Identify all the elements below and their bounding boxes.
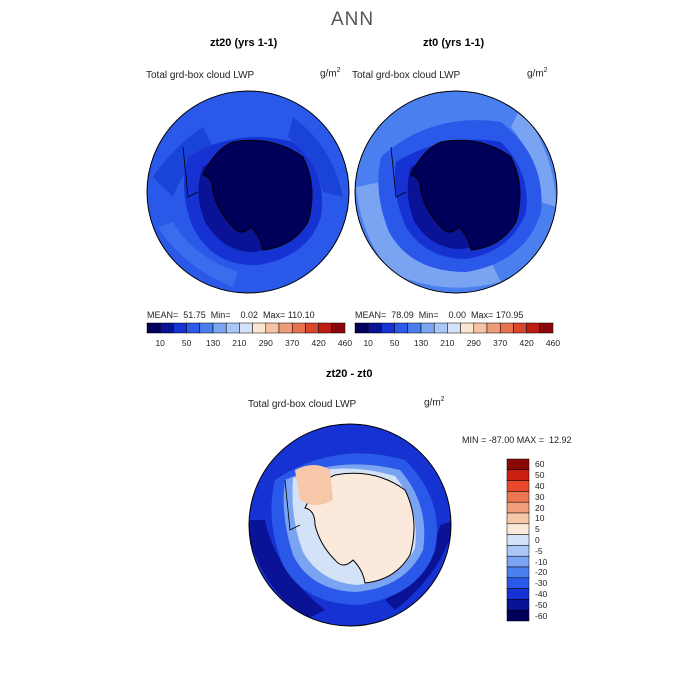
stats-zt20: MEAN= 51.75 Min= 0.02 Max= 110.10 (147, 310, 315, 320)
colorbar-swatch (499, 322, 514, 334)
colorbar-swatch (199, 322, 214, 334)
colorbar-tick-label: 50 (181, 338, 192, 348)
colorbar-swatch (506, 469, 530, 481)
colorbar-swatch (473, 322, 488, 334)
panel-title-diff: zt20 - zt0 (326, 368, 373, 380)
colorbar-swatch (354, 322, 369, 334)
colorbar-swatch (407, 322, 422, 334)
colorbar-tick-label: 10 (363, 338, 373, 348)
map-zt20 (146, 90, 350, 294)
main-title: ANN (331, 9, 375, 30)
colorbar-zt20 (146, 322, 346, 334)
colorbar-swatch (159, 322, 174, 334)
colorbar-tick-label: -60 (535, 610, 548, 621)
colorbar-zt0 (354, 322, 554, 334)
colorbar-swatch (239, 322, 253, 334)
colorbar-swatch (367, 322, 382, 334)
colorbar-tick-label: 420 (311, 338, 326, 348)
colorbar-tick-label: 50 (389, 338, 400, 348)
colorbar-swatch (381, 322, 395, 334)
colorbar-swatch (265, 322, 280, 334)
colorbar-tick-label: -50 (535, 599, 548, 610)
stats-diff: MIN = -87.00 MAX = 12.92 (462, 435, 572, 445)
colorbar-swatch (506, 501, 530, 514)
variable-label-zt20: Total grd-box cloud LWP (146, 70, 255, 81)
colorbar-swatch (186, 322, 201, 334)
stats-zt0: MEAN= 78.09 Min= 0.00 Max= 170.95 (355, 310, 524, 320)
colorbar-tick-label: 210 (232, 338, 247, 348)
colorbar-tick-label: 460 (337, 338, 353, 348)
colorbar-swatch (433, 322, 448, 334)
colorbar-tick-label: -10 (535, 556, 548, 567)
colorbar-tick-label: 370 (493, 338, 508, 348)
colorbar-swatch (506, 588, 530, 600)
colorbar-swatch (506, 523, 530, 535)
colorbar-swatch (513, 322, 527, 334)
unit-label-diff: g/m2 (424, 396, 445, 409)
colorbar-labels-diff: 60 50 40 30 20 10 5 0 -5 -10 -20 -30 -40 -50 -60 (535, 459, 565, 621)
colorbar-tick-label: -20 (535, 567, 548, 578)
colorbar-swatch (146, 322, 161, 334)
map-zt0 (354, 90, 558, 294)
colorbar-swatch (420, 322, 435, 334)
colorbar-swatch (539, 322, 554, 334)
colorbar-labels-zt0: 10 50 130 210 290 370 420 460 (355, 338, 560, 350)
colorbar-tick-label: 20 (535, 502, 545, 513)
colorbar-tick-label: 10 (155, 338, 165, 348)
variable-label-diff: Total grd-box cloud LWP (248, 399, 357, 410)
map-diff (248, 423, 452, 627)
colorbar-swatch (506, 545, 530, 557)
colorbar-swatch (331, 322, 346, 334)
colorbar-tick-label: 290 (466, 338, 481, 348)
colorbar-swatch (394, 322, 409, 334)
colorbar-tick-label: 40 (535, 481, 545, 491)
unit-label-zt20: g/m2 (320, 67, 341, 80)
colorbar-swatch (506, 458, 530, 471)
colorbar-swatch (506, 555, 530, 568)
colorbar-tick-label: -5 (535, 545, 543, 556)
colorbar-swatch (506, 599, 530, 611)
colorbar-diff (506, 458, 530, 622)
variable-label-zt0: Total grd-box cloud LWP (352, 70, 461, 81)
colorbar-swatch (506, 609, 530, 622)
colorbar-swatch (506, 566, 530, 579)
colorbar-tick-label: -40 (535, 589, 548, 599)
colorbar-swatch (252, 322, 267, 334)
panel-title-zt0: zt0 (yrs 1-1) (423, 37, 485, 49)
unit-label-zt0: g/m2 (527, 67, 548, 80)
colorbar-swatch (506, 491, 530, 503)
colorbar-swatch (212, 322, 227, 334)
colorbar-swatch (447, 322, 461, 334)
colorbar-tick-label: -30 (535, 578, 548, 589)
colorbar-swatch (173, 322, 187, 334)
colorbar-tick-label: 0 (535, 535, 540, 545)
colorbar-swatch (291, 322, 306, 334)
colorbar-swatch (526, 322, 541, 334)
colorbar-swatch (305, 322, 319, 334)
colorbar-tick-label: 60 (535, 459, 545, 470)
colorbar-swatch (506, 534, 530, 546)
colorbar-labels-zt20: 10 50 130 210 290 370 420 460 (147, 338, 352, 350)
colorbar-tick-label: 460 (545, 338, 561, 348)
colorbar-tick-label: 210 (440, 338, 455, 348)
panel-title-zt20: zt20 (yrs 1-1) (210, 37, 278, 49)
colorbar-tick-label: 290 (258, 338, 273, 348)
colorbar-swatch (506, 480, 530, 492)
colorbar-swatch (460, 322, 475, 334)
colorbar-swatch (506, 512, 530, 525)
colorbar-tick-label: 420 (519, 338, 534, 348)
colorbar-tick-label: 5 (535, 524, 540, 535)
colorbar-tick-label: 30 (535, 491, 545, 502)
colorbar-swatch (318, 322, 333, 334)
colorbar-swatch (506, 577, 530, 589)
colorbar-tick-label: 130 (413, 338, 429, 348)
colorbar-tick-label: 10 (535, 513, 545, 524)
colorbar-tick-label: 50 (535, 470, 545, 481)
colorbar-tick-label: 370 (285, 338, 300, 348)
colorbar-swatch (486, 322, 501, 334)
colorbar-swatch (278, 322, 293, 334)
colorbar-tick-label: 130 (205, 338, 221, 348)
colorbar-swatch (225, 322, 240, 334)
